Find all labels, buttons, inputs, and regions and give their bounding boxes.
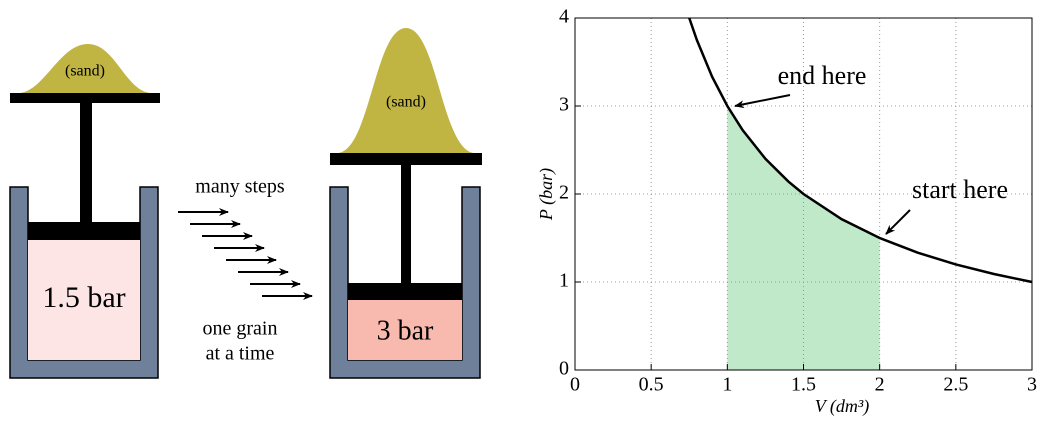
left-cylinder: (sand) 1.5 bar <box>9 44 160 379</box>
curve <box>688 17 1033 284</box>
chart: 0 0.5 1 1.5 2 2.5 3 0 1 2 3 4 <box>559 6 1037 396</box>
annotation: start here <box>912 175 1008 204</box>
plot-frame <box>574 17 1033 371</box>
step-arrows <box>178 208 313 300</box>
y-tick-label: 1 <box>559 270 569 292</box>
x-tick-label: 2.5 <box>943 374 968 396</box>
x-tick-label: 0 <box>570 374 580 396</box>
grain-label: one grain <box>203 318 278 340</box>
annotation: end here <box>778 61 867 90</box>
x-tick-label: 1.5 <box>791 374 816 396</box>
grain-label: at a time <box>206 343 275 365</box>
y-axis-label: P (bar) <box>536 168 557 221</box>
annotation-arrow <box>885 209 911 235</box>
y-tick-label: 4 <box>559 6 569 28</box>
steps-label: many steps <box>195 176 285 198</box>
x-tick-label: 1 <box>722 374 732 396</box>
x-tick-label: 0.5 <box>639 374 664 396</box>
pressure-label: 1.5 bar <box>42 281 125 314</box>
x-axis-label: V (dm³) <box>815 396 870 417</box>
sand-label: (sand) <box>65 63 105 80</box>
pressure-label: 3 bar <box>377 315 434 346</box>
y-tick-label: 0 <box>559 358 569 380</box>
annotation-arrow <box>734 94 791 109</box>
y-tick-label: 3 <box>559 94 569 116</box>
x-tick-label: 2 <box>875 374 885 396</box>
y-tick-label: 2 <box>559 182 569 204</box>
x-tick-label: 3 <box>1027 374 1037 396</box>
sand-label: (sand) <box>386 94 426 111</box>
right-cylinder: (sand) 3 bar <box>329 28 482 379</box>
